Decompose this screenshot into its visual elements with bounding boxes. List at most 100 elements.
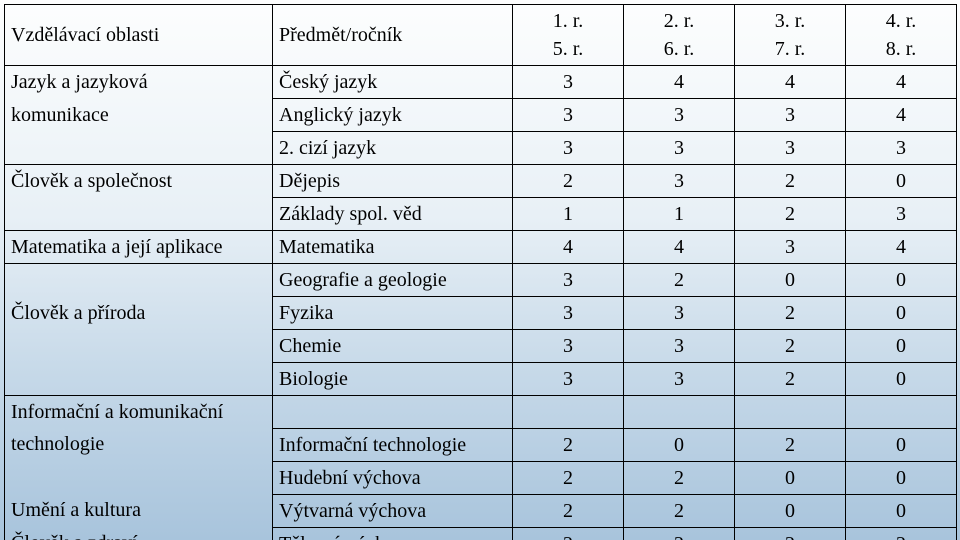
subject-cell: Informační technologie	[273, 428, 513, 461]
value-cell: 3	[624, 132, 735, 165]
year-top: 3. r.	[741, 7, 839, 35]
year-top: 1. r.	[519, 7, 617, 35]
col-header-year: 2. r.6. r.	[624, 5, 735, 66]
value-cell: 0	[624, 428, 735, 461]
year-bot: 8. r.	[852, 35, 950, 63]
value-cell: 4	[846, 99, 957, 132]
area-cell: Jazyk a jazyková	[5, 66, 273, 99]
area-cell	[5, 461, 273, 494]
value-cell: 2	[735, 330, 846, 363]
value-cell	[846, 396, 957, 429]
value-cell: 3	[846, 132, 957, 165]
col-header-subject: Předmět/ročník	[273, 5, 513, 66]
area-cell: Umění a kultura	[5, 494, 273, 527]
area-cell	[5, 363, 273, 396]
col-header-year: 4. r.8. r.	[846, 5, 957, 66]
subject-cell: 2. cizí jazyk	[273, 132, 513, 165]
year-top: 4. r.	[852, 7, 950, 35]
value-cell: 0	[846, 330, 957, 363]
value-cell: 3	[513, 330, 624, 363]
subject-cell: Výtvarná výchova	[273, 494, 513, 527]
value-cell: 4	[513, 231, 624, 264]
curriculum-table: Vzdělávací oblastiPředmět/ročník1. r.5. …	[4, 4, 957, 540]
value-cell: 3	[624, 330, 735, 363]
value-cell: 2	[624, 461, 735, 494]
value-cell: 2	[735, 165, 846, 198]
area-cell: Člověk a zdraví	[5, 527, 273, 540]
value-cell: 0	[735, 494, 846, 527]
value-cell: 2	[513, 165, 624, 198]
value-cell: 2	[735, 527, 846, 540]
value-cell: 0	[846, 165, 957, 198]
subject-cell: Fyzika	[273, 297, 513, 330]
value-cell: 3	[735, 132, 846, 165]
area-cell	[5, 330, 273, 363]
value-cell: 3	[624, 363, 735, 396]
value-cell: 3	[513, 132, 624, 165]
value-cell: 2	[624, 264, 735, 297]
year-bot: 5. r.	[519, 35, 617, 63]
value-cell: 4	[846, 231, 957, 264]
value-cell	[624, 396, 735, 429]
value-cell: 0	[846, 297, 957, 330]
value-cell: 3	[513, 66, 624, 99]
value-cell	[735, 396, 846, 429]
col-header-year: 3. r.7. r.	[735, 5, 846, 66]
value-cell: 0	[735, 264, 846, 297]
area-cell: technologie	[5, 428, 273, 461]
value-cell: 0	[846, 363, 957, 396]
value-cell: 2	[846, 527, 957, 540]
value-cell: 3	[624, 297, 735, 330]
col-header-year: 1. r.5. r.	[513, 5, 624, 66]
subject-cell: Dějepis	[273, 165, 513, 198]
subject-cell: Matematika	[273, 231, 513, 264]
value-cell: 4	[735, 66, 846, 99]
subject-cell: Tělesná výchova	[273, 527, 513, 540]
year-bot: 6. r.	[630, 35, 728, 63]
value-cell: 4	[624, 231, 735, 264]
value-cell: 3	[735, 231, 846, 264]
col-header-area: Vzdělávací oblasti	[5, 5, 273, 66]
value-cell: 0	[735, 461, 846, 494]
value-cell: 1	[513, 198, 624, 231]
value-cell	[513, 396, 624, 429]
area-cell: Člověk a příroda	[5, 297, 273, 330]
value-cell: 2	[735, 198, 846, 231]
subject-cell: Základy spol. věd	[273, 198, 513, 231]
value-cell: 3	[513, 99, 624, 132]
value-cell: 0	[846, 428, 957, 461]
subject-cell: Anglický jazyk	[273, 99, 513, 132]
value-cell: 2	[513, 428, 624, 461]
year-bot: 7. r.	[741, 35, 839, 63]
subject-cell	[273, 396, 513, 429]
area-cell	[5, 264, 273, 297]
subject-cell: Chemie	[273, 330, 513, 363]
area-cell: Informační a komunikační	[5, 396, 273, 429]
value-cell: 2	[735, 363, 846, 396]
area-cell: Matematika a její aplikace	[5, 231, 273, 264]
value-cell: 3	[735, 99, 846, 132]
value-cell: 2	[735, 428, 846, 461]
value-cell: 3	[624, 165, 735, 198]
value-cell: 3	[513, 264, 624, 297]
area-cell	[5, 132, 273, 165]
subject-cell: Hudební výchova	[273, 461, 513, 494]
value-cell: 2	[735, 297, 846, 330]
value-cell: 1	[624, 198, 735, 231]
value-cell: 2	[624, 494, 735, 527]
area-cell: komunikace	[5, 99, 273, 132]
value-cell: 3	[624, 99, 735, 132]
area-cell: Člověk a společnost	[5, 165, 273, 198]
subject-cell: Český jazyk	[273, 66, 513, 99]
value-cell: 3	[846, 198, 957, 231]
value-cell: 2	[513, 461, 624, 494]
value-cell: 0	[846, 264, 957, 297]
value-cell: 0	[846, 461, 957, 494]
value-cell: 4	[624, 66, 735, 99]
value-cell: 2	[513, 494, 624, 527]
value-cell: 2	[513, 527, 624, 540]
area-cell	[5, 198, 273, 231]
value-cell: 0	[846, 494, 957, 527]
subject-cell: Biologie	[273, 363, 513, 396]
value-cell: 2	[624, 527, 735, 540]
